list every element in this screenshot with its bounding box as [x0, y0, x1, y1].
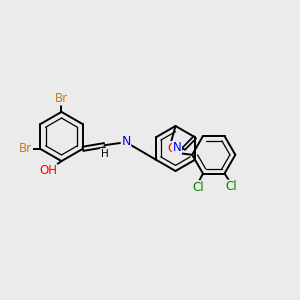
Text: OH: OH [39, 164, 57, 177]
Text: Br: Br [19, 142, 32, 155]
Text: O: O [168, 142, 177, 154]
Text: Cl: Cl [193, 181, 204, 194]
Text: Cl: Cl [225, 180, 237, 193]
Text: N: N [173, 141, 182, 154]
Text: Br: Br [55, 92, 68, 105]
Text: N: N [121, 135, 131, 148]
Text: H: H [100, 148, 108, 159]
